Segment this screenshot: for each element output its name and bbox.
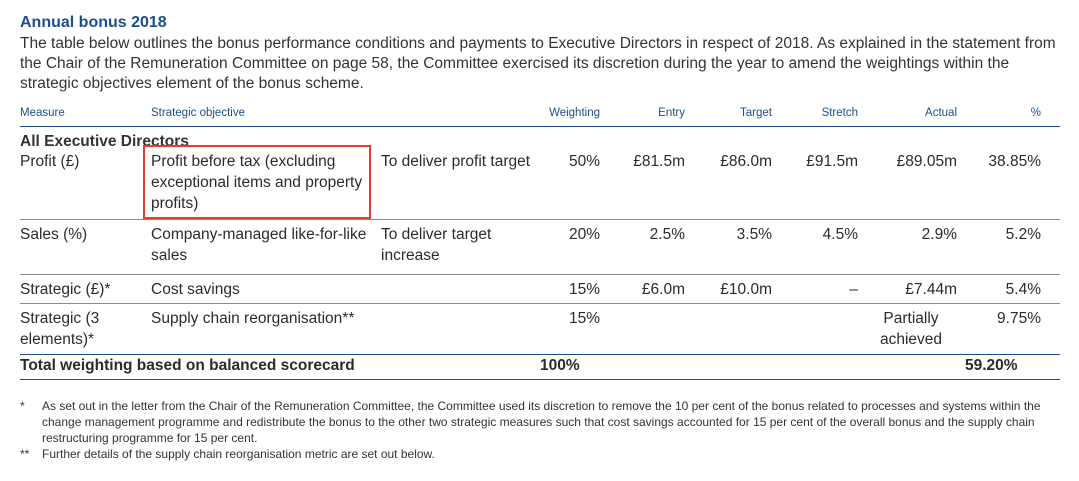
footnotes: * As set out in the letter from the Chai… (20, 398, 1060, 462)
table-row: Strategic (£)* Cost savings 15% £6.0m £1… (20, 279, 1060, 304)
cell-weighting: 15% (568, 281, 600, 298)
total-label: Total weighting based on balanced scorec… (20, 357, 355, 374)
footnote-text: Further details of the supply chain reor… (42, 447, 435, 461)
cell-target: 3.5% (736, 226, 772, 243)
cell-objective: Supply chain reorganisation** (151, 310, 355, 327)
cell-measure: Sales (%) (20, 226, 88, 243)
table-row: Sales (%) Company-managed like-for-like … (20, 224, 1060, 275)
total-weighting: 100% (540, 357, 580, 374)
footnote: * As set out in the letter from the Chai… (20, 398, 1060, 446)
footnote-mark: * (20, 399, 25, 413)
cell-actual: 2.9% (921, 226, 957, 243)
cell-objective: Company-managed like-for-like sales (151, 226, 367, 264)
header-actual: Actual (925, 107, 957, 119)
cell-measure: Strategic (3 elements)* (20, 310, 100, 348)
cell-measure: Profit (£) (20, 153, 80, 170)
cell-stretch: 4.5% (822, 226, 858, 243)
header-measure: Measure (20, 107, 65, 119)
cell-stretch: – (849, 281, 858, 298)
cell-objective: Profit before tax (excluding exceptional… (151, 153, 363, 212)
highlight-box (143, 145, 371, 219)
header-pct: % (1030, 107, 1041, 119)
cell-weighting: 50% (568, 153, 600, 170)
cell-entry: 2.5% (649, 226, 685, 243)
cell-entry: £6.0m (641, 281, 685, 298)
header-target: Target (740, 107, 772, 119)
bonus-table: Measure Strategic objective Weighting En… (20, 100, 1060, 380)
cell-description: To deliver target increase (381, 226, 492, 264)
cell-pct: 38.85% (988, 153, 1041, 170)
cell-objective: Cost savings (151, 281, 240, 298)
total-row: Total weighting based on balanced scorec… (20, 354, 1060, 380)
cell-actual: Partially achieved (879, 310, 943, 348)
footnote: ** Further details of the supply chain r… (20, 446, 1060, 462)
cell-pct: 5.2% (1005, 226, 1041, 243)
page-title: Annual bonus 2018 (20, 14, 167, 31)
cell-description: To deliver profit target (381, 153, 531, 170)
cell-pct: 5.4% (1005, 281, 1041, 298)
cell-target: £86.0m (720, 153, 772, 170)
cell-actual: £7.44m (905, 281, 957, 298)
header-weighting: Weighting (549, 107, 600, 119)
table-row: Strategic (3 elements)* Supply chain reo… (20, 308, 1060, 354)
cell-weighting: 20% (568, 226, 600, 243)
cell-actual: £89.05m (896, 153, 957, 170)
table-row: Profit (£) Profit before tax (excluding … (20, 145, 1060, 220)
table-header: Measure Strategic objective Weighting En… (20, 100, 1060, 127)
intro-paragraph: The table below outlines the bonus perfo… (20, 35, 1056, 92)
bonus-page: Annual bonus 2018 The table below outlin… (20, 12, 1060, 462)
cell-pct: 9.75% (997, 310, 1041, 327)
total-pct: 59.20% (965, 357, 1018, 374)
cell-entry: £81.5m (633, 153, 685, 170)
cell-target: £10.0m (720, 281, 772, 298)
cell-weighting: 15% (568, 310, 600, 327)
cell-measure: Strategic (£)* (20, 281, 111, 298)
cell-stretch: £91.5m (806, 153, 858, 170)
header-entry: Entry (658, 107, 685, 119)
footnote-text: As set out in the letter from the Chair … (42, 399, 1041, 445)
footnote-mark: ** (20, 447, 30, 461)
header-stretch: Stretch (821, 107, 858, 119)
header-objective: Strategic objective (151, 107, 245, 119)
